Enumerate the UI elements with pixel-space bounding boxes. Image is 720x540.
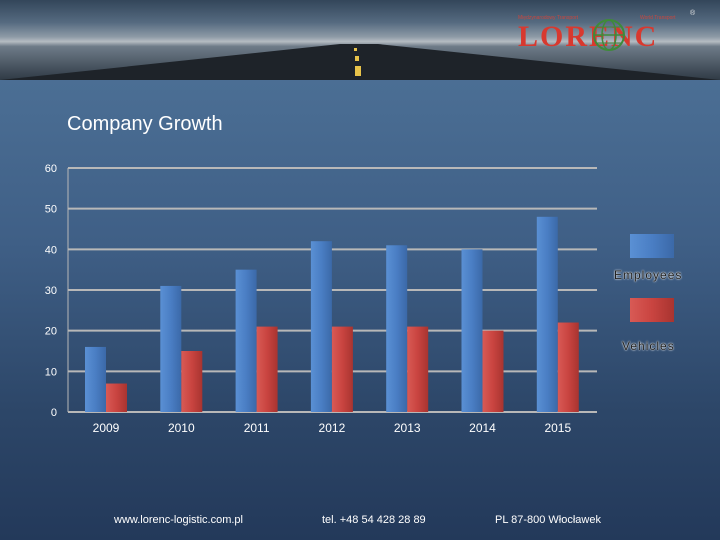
y-tick-label: 60 — [45, 163, 57, 175]
x-tick-label: 2011 — [244, 421, 270, 435]
bar-employees-2010 — [160, 285, 182, 412]
bar-vehicles-2014 — [482, 330, 504, 412]
x-tick-label: 2009 — [93, 421, 120, 435]
y-tick-label: 20 — [45, 326, 57, 338]
logo-wordmark: LORENC — [518, 20, 659, 53]
legend-swatch-employees — [630, 234, 674, 258]
bar-employees-2011 — [235, 269, 257, 412]
legend-label-employees: Employees — [614, 268, 683, 282]
x-tick-label: 2012 — [319, 421, 346, 435]
bar-vehicles-2011 — [256, 326, 278, 412]
header-banner: Międzynarodowy Transport World Transport… — [0, 0, 720, 80]
bar-vehicles-2015 — [557, 322, 579, 412]
x-tick-label: 2015 — [544, 421, 571, 435]
bar-employees-2015 — [536, 216, 558, 412]
legend-label-vehicles: Vehicles — [622, 339, 675, 353]
footer-website: www.lorenc-logistic.com.pl — [114, 514, 243, 526]
globe-icon — [593, 19, 625, 51]
logo-tagline-left: Międzynarodowy Transport — [518, 15, 579, 21]
y-tick-label: 40 — [45, 244, 57, 256]
bar-vehicles-2012 — [331, 326, 353, 412]
footer-address: PL 87-800 Włocławek — [495, 514, 601, 526]
bar-vehicles-2009 — [106, 383, 127, 412]
bar-employees-2009 — [85, 346, 106, 412]
footer-phone: tel. +48 54 428 28 89 — [322, 514, 426, 526]
y-tick-label: 30 — [45, 285, 57, 297]
chart-title: Company Growth — [67, 113, 223, 135]
bar-vehicles-2013 — [407, 326, 429, 412]
x-tick-label: 2010 — [168, 421, 195, 435]
registered-mark: ® — [690, 10, 696, 17]
bar-employees-2014 — [461, 249, 483, 412]
company-logo: Międzynarodowy Transport World Transport… — [512, 10, 696, 62]
y-tick-label: 0 — [51, 407, 57, 419]
bar-employees-2013 — [386, 245, 408, 412]
x-tick-label: 2013 — [394, 421, 421, 435]
legend-swatch-vehicles — [630, 298, 674, 322]
logo-tagline-right: World Transport — [640, 15, 676, 21]
x-tick-label: 2014 — [469, 421, 496, 435]
bar-employees-2012 — [310, 241, 332, 412]
y-tick-label: 10 — [45, 366, 57, 378]
bar-vehicles-2010 — [181, 351, 203, 412]
y-tick-label: 50 — [45, 204, 57, 216]
road-illustration — [0, 44, 720, 80]
